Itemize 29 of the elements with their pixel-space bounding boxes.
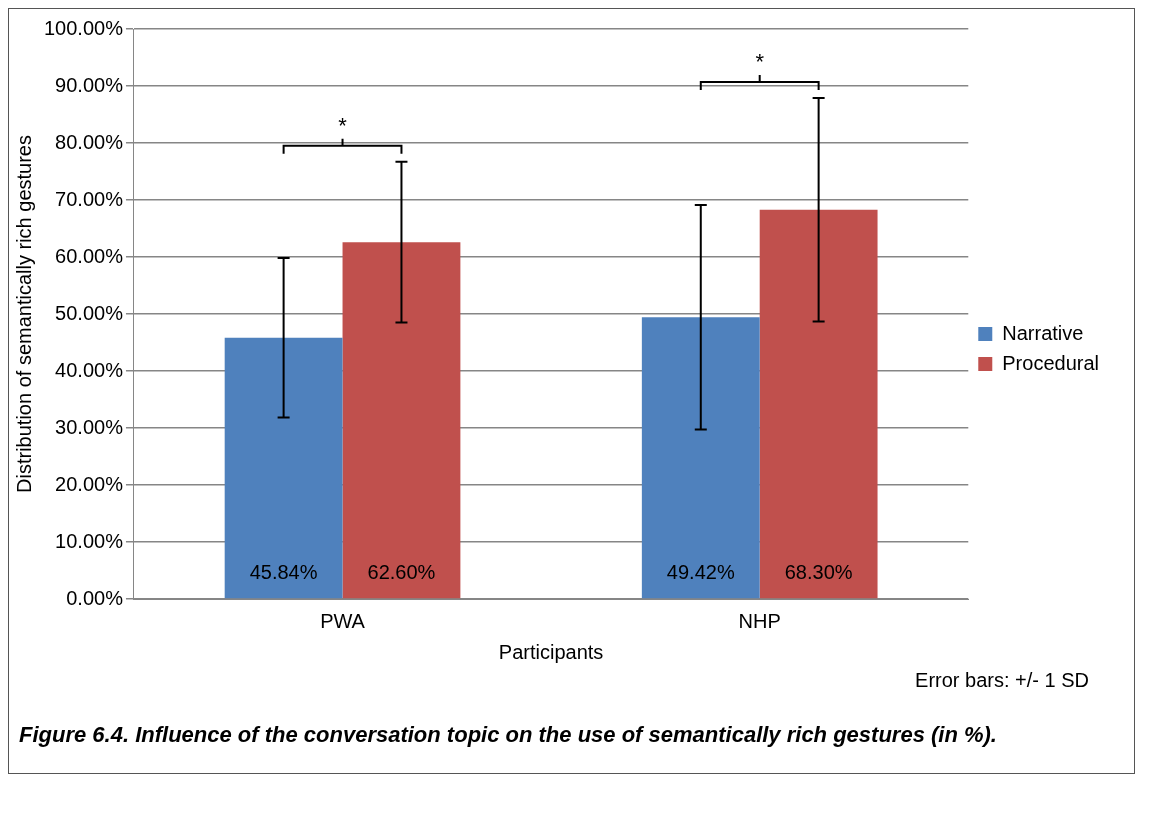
y-axis-title: Distribution of semantically rich gestures (12, 135, 35, 493)
data-label: 45.84% (249, 560, 318, 583)
x-tick-label: PWA (320, 609, 366, 632)
data-label: 49.42% (666, 560, 735, 583)
bar (342, 242, 461, 599)
y-tick-label: 0.00% (66, 586, 124, 609)
y-tick-label: 50.00% (55, 301, 124, 324)
annotation: * (755, 49, 765, 75)
legend-label: Narrative (1002, 321, 1084, 344)
text: Figure 6.4. Influence of the conversation topic on the use of semantically rich gestures (in %). (18, 721, 998, 749)
bar (224, 337, 343, 599)
y-tick-label: 100.00% (43, 16, 124, 39)
y-tick-label: 10.00% (55, 529, 124, 552)
bar (641, 317, 760, 599)
x-tick-label: NHP (738, 609, 781, 632)
y-tick-label: 40.00% (55, 358, 124, 381)
data-label: 62.60% (367, 560, 436, 583)
bar (759, 209, 878, 599)
y-tick-label: 30.00% (55, 415, 124, 438)
annotation: * (338, 112, 348, 138)
text: Error bars: +/- 1 SD (914, 669, 1090, 692)
y-tick-label: 20.00% (55, 472, 124, 495)
legend-label: Procedural (1002, 351, 1099, 374)
y-tick-label: 70.00% (55, 187, 124, 210)
y-tick-label: 90.00% (55, 73, 124, 96)
y-tick-label: 80.00% (55, 130, 124, 153)
x-axis-title: Participants (498, 640, 604, 663)
y-tick-label: 60.00% (55, 244, 124, 267)
data-label: 68.30% (784, 560, 853, 583)
